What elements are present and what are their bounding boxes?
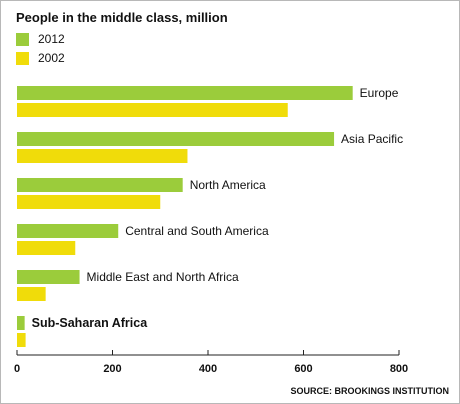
bar-europe-2002 bbox=[17, 103, 288, 117]
bar-middle-east-and-north-africa-2002 bbox=[17, 287, 46, 301]
bar-central-and-south-america-2012 bbox=[17, 224, 119, 238]
chart-title: People in the middle class, million bbox=[16, 10, 228, 25]
x-tick-label-400: 400 bbox=[199, 363, 217, 375]
legend-item-2002: 2002 bbox=[16, 51, 65, 65]
bar-north-america-2012 bbox=[17, 178, 183, 192]
category-label-central-and-south-america: Central and South America bbox=[125, 224, 269, 238]
category-label-sub-saharan-africa: Sub-Saharan Africa bbox=[32, 316, 149, 330]
category-label-asia-pacific: Asia Pacific bbox=[341, 132, 403, 146]
x-tick-label-800: 800 bbox=[390, 363, 408, 375]
category-label-europe: Europe bbox=[360, 86, 399, 100]
bar-central-and-south-america-2002 bbox=[17, 241, 76, 255]
bar-sub-saharan-africa-2002 bbox=[17, 333, 26, 347]
bar-europe-2012 bbox=[17, 86, 353, 100]
legend-label-2002: 2002 bbox=[38, 51, 65, 65]
bar-north-america-2002 bbox=[17, 195, 161, 209]
chart-source: SOURCE: BROOKINGS INSTITUTION bbox=[290, 386, 449, 396]
x-tick-label-600: 600 bbox=[294, 363, 312, 375]
legend-label-2012: 2012 bbox=[38, 32, 65, 46]
x-tick-label-0: 0 bbox=[14, 363, 20, 375]
category-label-north-america: North America bbox=[190, 178, 266, 192]
legend-swatch-2002 bbox=[16, 51, 29, 65]
bar-middle-east-and-north-africa-2012 bbox=[17, 270, 80, 284]
bar-asia-pacific-2002 bbox=[17, 149, 188, 163]
legend-item-2012: 2012 bbox=[16, 32, 65, 46]
legend-swatch-2012 bbox=[16, 32, 29, 46]
bar-asia-pacific-2012 bbox=[17, 132, 335, 146]
x-tick-label-200: 200 bbox=[103, 363, 121, 375]
category-label-middle-east-and-north-africa: Middle East and North Africa bbox=[87, 270, 239, 284]
bar-sub-saharan-africa-2012 bbox=[17, 316, 25, 330]
